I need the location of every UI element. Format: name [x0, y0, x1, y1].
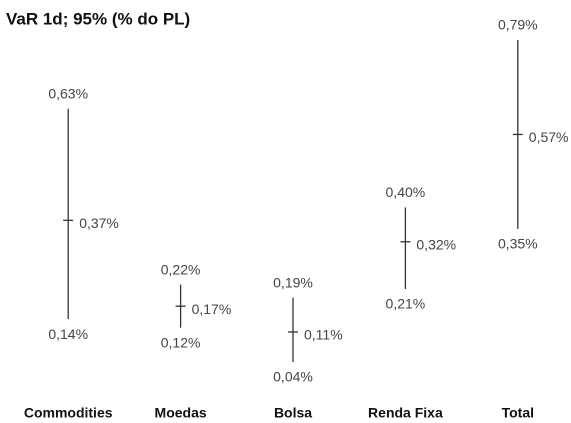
high-label: 0,40%	[386, 184, 426, 200]
low-label: 0,14%	[48, 326, 88, 342]
low-label: 0,35%	[498, 236, 538, 252]
high-label: 0,79%	[498, 17, 538, 33]
chart-title: VaR 1d; 95% (% do PL)	[6, 9, 190, 28]
high-label: 0,19%	[273, 274, 313, 290]
x-tick-label: Commodities	[24, 405, 113, 421]
high-label: 0,22%	[161, 261, 201, 277]
x-tick-label: Bolsa	[274, 405, 312, 421]
mid-label: 0,37%	[79, 215, 119, 231]
mid-label: 0,17%	[192, 301, 232, 317]
low-label: 0,21%	[386, 296, 426, 312]
x-tick-label: Total	[502, 405, 534, 421]
x-tick-label: Renda Fixa	[368, 405, 443, 421]
low-label: 0,12%	[161, 334, 201, 350]
mid-label: 0,57%	[529, 129, 569, 145]
low-label: 0,04%	[273, 369, 313, 385]
mid-label: 0,11%	[304, 327, 343, 343]
mid-label: 0,32%	[416, 236, 456, 252]
high-label: 0,63%	[48, 85, 88, 101]
x-tick-label: Moedas	[155, 405, 207, 421]
